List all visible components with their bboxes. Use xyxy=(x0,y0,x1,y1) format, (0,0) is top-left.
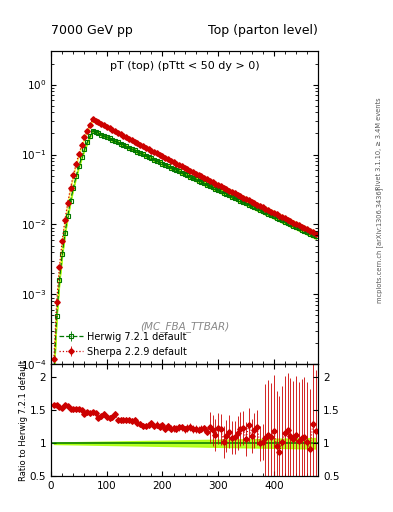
Text: 7000 GeV pp: 7000 GeV pp xyxy=(51,24,133,37)
Text: mcplots.cern.ch [arXiv:1306.3436]: mcplots.cern.ch [arXiv:1306.3436] xyxy=(376,188,383,304)
Y-axis label: Ratio to Herwig 7.2.1 default: Ratio to Herwig 7.2.1 default xyxy=(19,360,28,481)
Text: Rivet 3.1.10, ≥ 3.4M events: Rivet 3.1.10, ≥ 3.4M events xyxy=(376,97,382,189)
Legend: Herwig 7.2.1 default, Sherpa 2.2.9 default: Herwig 7.2.1 default, Sherpa 2.2.9 defau… xyxy=(56,329,190,359)
Text: Top (parton level): Top (parton level) xyxy=(208,24,318,37)
Text: (MC_FBA_TTBAR): (MC_FBA_TTBAR) xyxy=(140,322,230,332)
Text: pT (top) (pTtt < 50 dy > 0): pT (top) (pTtt < 50 dy > 0) xyxy=(110,60,259,71)
